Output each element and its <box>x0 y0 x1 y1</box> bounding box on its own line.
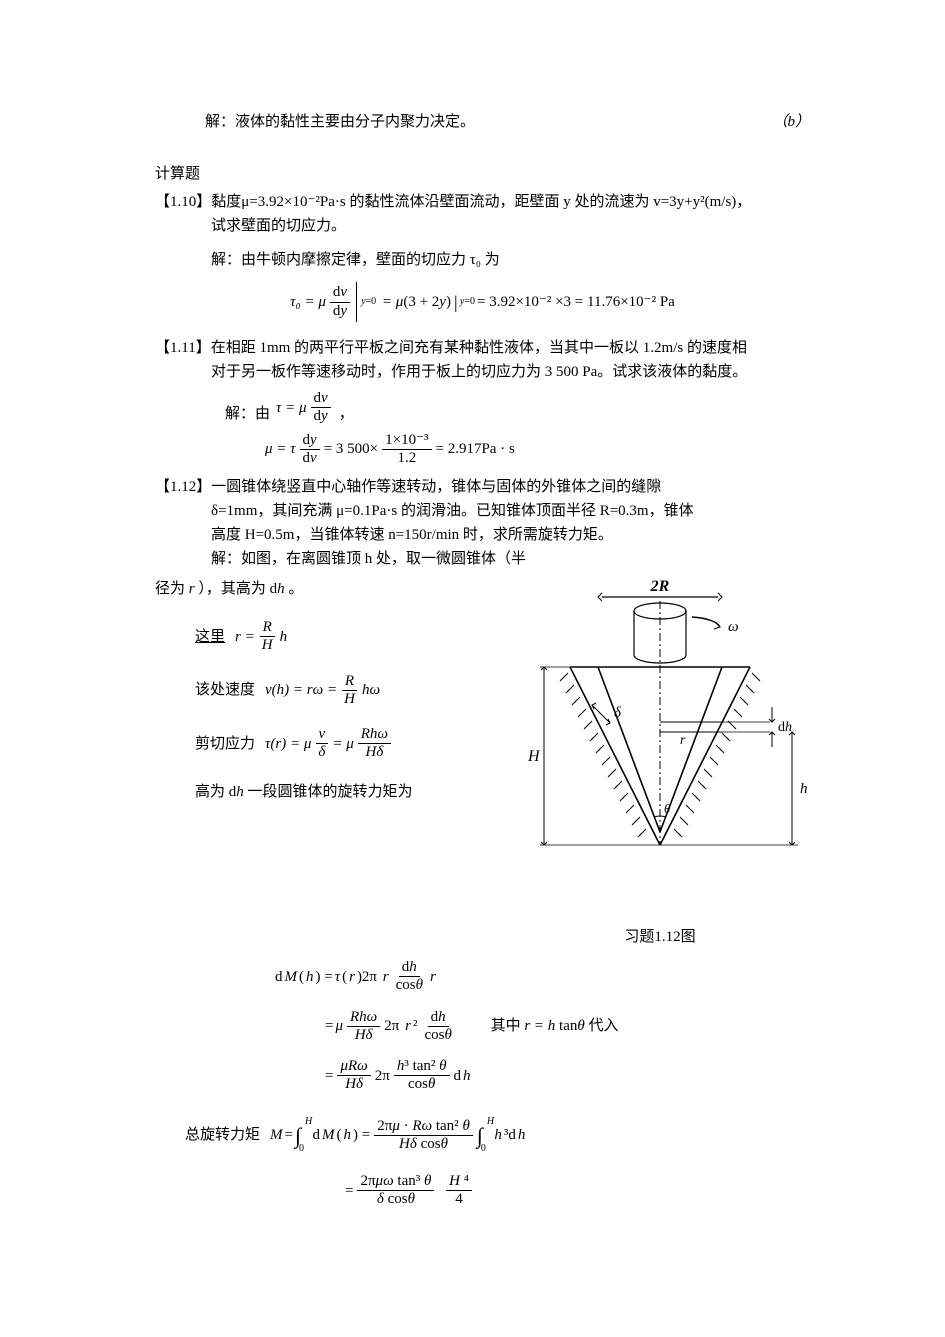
eq-part: = μ <box>332 732 353 756</box>
problem-number: 【1.11】 <box>155 336 211 360</box>
problem-text: 在相距 1mm 的两平行平板之间充有某种黏性液体，当其中一板以 1.2m/s 的… <box>211 336 810 360</box>
solution-lead: 解：由 <box>225 402 270 426</box>
eq-part: = 3.92×10⁻² ×3 = 11.76×10⁻² Pa <box>477 290 675 314</box>
eq-part: 1.2 <box>394 450 419 467</box>
svg-text:ω: ω <box>728 619 739 635</box>
prev-answer: 解：液体的黏性主要由分子内聚力决定。 （b） <box>155 110 810 134</box>
eq-part: R <box>260 619 275 637</box>
cone-diagram: 2R ω <box>510 577 810 877</box>
problem-1-10: 【1.10】 黏度μ=3.92×10⁻²Pa·s 的黏性流体沿壁面流动，距壁面 … <box>155 190 810 322</box>
equation-mu: μ = τ dydv = 3 500× 1×10⁻³1.2 = 2.917Pa … <box>265 432 810 468</box>
prev-answer-choice: （b） <box>772 110 810 134</box>
svg-text:θ: θ <box>664 801 671 816</box>
label-here: 这里 <box>195 625 225 649</box>
var-r: r <box>189 581 195 597</box>
text: 径为 <box>155 581 185 597</box>
eq-part: τ₀ = μ <box>290 290 326 314</box>
svg-text:dh: dh <box>778 720 792 735</box>
eq-part: hω <box>362 678 380 702</box>
solution-lead: 解：由牛顿内摩擦定律，壁面的切应力 τ₀ 为 <box>155 248 810 272</box>
eq-part: v(h) = rω = <box>265 678 337 702</box>
equation-M-total: 总旋转力矩 M = ∫0H dM(h) = 2πμ · Rω tan² θHδ … <box>185 1118 810 1154</box>
label-shear: 剪切应力 <box>195 732 255 756</box>
problem-1-12: 【1.12】 一圆锥体绕竖直中心轴作等速转动，锥体与固体的外锥体之间的缝隙 δ=… <box>155 475 810 1209</box>
figure-column: 2R ω <box>510 577 810 949</box>
equation-dM-1: dM(h) = τ(r)2π r dhcosθ r <box>275 959 810 995</box>
problem-text: 黏度μ=3.92×10⁻²Pa·s 的黏性流体沿壁面流动，距壁面 y 处的流速为… <box>211 190 810 214</box>
text: 高为 <box>195 784 225 800</box>
problem-number: 【1.10】 <box>155 190 211 214</box>
equation-dM-2: = μ RhωHδ 2π r² dhcosθ 其中 r = h tanθ 代入 <box>325 1009 810 1045</box>
note-label: 其中 <box>491 1018 521 1034</box>
eq-part: μ = τ <box>265 437 296 461</box>
eq-part: h <box>280 625 288 649</box>
eq-part: Rhω <box>358 726 391 744</box>
label-velocity: 该处速度 <box>195 678 255 702</box>
svg-text:H: H <box>527 748 541 765</box>
eq-part: τ = μ <box>276 396 307 420</box>
eq-part: v <box>316 726 329 744</box>
figure-caption: 习题1.12图 <box>510 925 810 949</box>
derivation-column: 径为 r ），其高为 dh 。 这里 r = RH h 该处速度 v(h) = … <box>155 577 490 814</box>
problem-1-11: 【1.11】 在相距 1mm 的两平行平板之间充有某种黏性液体，当其中一板以 1… <box>155 336 810 467</box>
eq-part: = 2.917Pa · s <box>436 437 515 461</box>
note-tail: 代入 <box>589 1018 619 1034</box>
eq-part: = 3 500× <box>324 437 378 461</box>
eq-part: H <box>341 691 358 708</box>
solution-lead: 解：如图，在离圆锥顶 h 处，取一微圆锥体（半 <box>155 547 810 571</box>
label-total-moment: 总旋转力矩 <box>185 1123 260 1147</box>
eq-part: R <box>342 673 357 691</box>
problem-text-line3: 高度 H=0.5m，当锥体转速 n=150r/min 时，求所需旋转力矩。 <box>155 523 810 547</box>
svg-text:2R: 2R <box>650 578 670 595</box>
eq-tail: ， <box>339 402 354 426</box>
text: 。 <box>288 581 303 597</box>
prev-answer-text: 解：液体的黏性主要由分子内聚力决定。 <box>205 110 475 134</box>
svg-text:r: r <box>680 733 686 748</box>
eq-part: H <box>259 637 276 654</box>
equation-dM-3: = μRωHδ 2π h³ tan² θcosθ dh <box>325 1058 810 1094</box>
problem-text: 一圆锥体绕竖直中心轴作等速转动，锥体与固体的外锥体之间的缝隙 <box>211 475 810 499</box>
eq-part: Hδ <box>362 744 386 761</box>
problem-text-line2: δ=1mm，其间充满 μ=0.1Pa·s 的润滑油。已知锥体顶面半径 R=0.3… <box>155 499 810 523</box>
eq-part: = μ(3 + 2y) <box>378 290 451 314</box>
text: 一段圆锥体的旋转力矩为 <box>248 784 413 800</box>
eq-part: r = <box>235 625 255 649</box>
eq-part: τ(r) = μ <box>265 732 311 756</box>
problem-text-line2: 试求壁面的切应力。 <box>155 214 810 238</box>
equation-M-final: = 2πμω tan³ θδ cosθ H ⁴4 <box>345 1173 810 1209</box>
svg-text:h: h <box>800 781 808 797</box>
text: ），其高为 <box>198 581 266 597</box>
section-heading: 计算题 <box>155 162 810 186</box>
problem-number: 【1.12】 <box>155 475 211 499</box>
svg-text:δ: δ <box>614 705 622 721</box>
equation-tau0: τ₀ = μ dvdy y=0 = μ(3 + 2y)|y=0 = 3.92×1… <box>155 282 810 322</box>
solution-row: 解：由 τ = μ dvdy ， <box>225 390 810 426</box>
eq-part: 1×10⁻³ <box>382 432 431 450</box>
problem-text-line2: 对于另一板作等速移动时，作用于板上的切应力为 3 500 Pa。试求该液体的黏度… <box>155 360 810 384</box>
eq-part: δ <box>315 744 328 761</box>
